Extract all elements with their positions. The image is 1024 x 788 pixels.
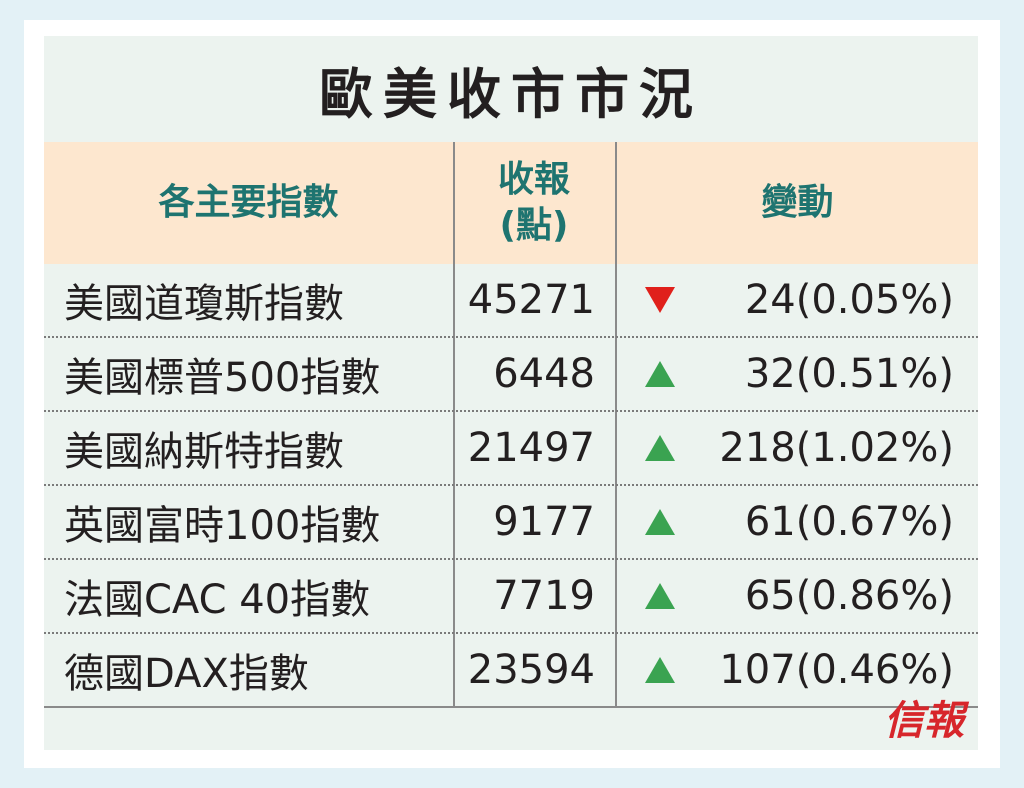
table-row: 美國納斯特指數 21497 218(1.02%) [44,412,978,486]
table-bottom-rule [44,706,978,708]
column-divider [615,142,617,706]
up-arrow-icon [640,338,680,410]
column-divider [453,142,455,706]
index-name: 法國CAC 40指數 [64,577,371,623]
index-close: 7719 [493,573,595,619]
card: 歐美收市市況 各主要指數 收報 (點) 變動 美國道瓊斯指數 45271 24(… [24,20,1000,768]
index-close: 9177 [493,499,595,545]
table-row: 英國富時100指數 9177 61(0.67%) [44,486,978,560]
index-change: 24(0.05%) [744,277,954,323]
table-row: 法國CAC 40指數 7719 65(0.86%) [44,560,978,634]
index-change: 107(0.46%) [719,647,954,693]
table-row: 德國DAX指數 23594 107(0.46%) [44,634,978,708]
publisher-logo: 信報 [884,697,964,744]
index-name: 德國DAX指數 [64,651,309,697]
up-arrow-icon [640,412,680,484]
up-arrow-icon [640,634,680,706]
index-close: 21497 [467,425,595,471]
header-close-label: 收報 [497,159,570,200]
index-change: 61(0.67%) [744,499,954,545]
index-close: 23594 [467,647,595,693]
header-change: 變動 [761,182,834,223]
up-arrow-icon [640,560,680,632]
index-name: 英國富時100指數 [64,503,381,549]
index-name: 美國納斯特指數 [64,429,344,475]
table-row: 美國標普500指數 6448 32(0.51%) [44,338,978,412]
table-header: 各主要指數 收報 (點) 變動 [44,142,978,264]
index-change: 32(0.51%) [744,351,954,397]
up-arrow-icon [640,486,680,558]
index-change: 65(0.86%) [744,573,954,619]
header-index-name: 各主要指數 [158,182,339,223]
header-close-unit: (點) [499,205,569,246]
index-change: 218(1.02%) [719,425,954,471]
down-arrow-icon [640,264,680,336]
page-title: 歐美收市市況 [319,62,703,126]
index-close: 6448 [493,351,595,397]
table-row: 美國道瓊斯指數 45271 24(0.05%) [44,264,978,338]
index-name: 美國標普500指數 [64,355,381,401]
header-close: 收報 (點) [455,142,613,264]
index-close: 45271 [467,277,595,323]
market-table: 歐美收市市況 各主要指數 收報 (點) 變動 美國道瓊斯指數 45271 24(… [44,36,978,750]
index-name: 美國道瓊斯指數 [64,281,344,327]
